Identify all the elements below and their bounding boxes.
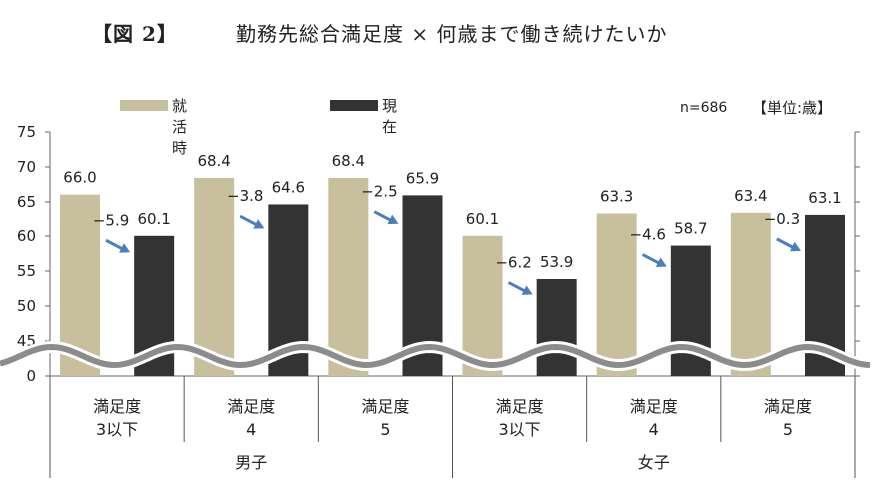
- data-label-genzai: 64.6: [272, 178, 305, 196]
- decrease-arrow-line: [507, 281, 528, 294]
- decrease-arrow-line: [239, 214, 260, 228]
- data-label-shukatsu: 66.0: [63, 169, 96, 187]
- bar-shukatsu: [328, 177, 369, 376]
- category-label-line2: 3以下: [498, 420, 540, 439]
- category-label-line1: 満足度: [227, 397, 275, 416]
- y-tick-label: 0: [26, 367, 36, 385]
- decrease-arrow-head: [790, 241, 801, 252]
- difference-label: −4.6: [630, 226, 666, 244]
- category-label-line1: 満足度: [764, 397, 812, 416]
- y-tick-label: 75: [17, 123, 36, 141]
- decrease-arrow-line: [776, 237, 796, 250]
- chart-title: 【図 2】 勤務先総合満足度 × 何歳まで働き続けたいか: [0, 18, 872, 48]
- unit-note: 【単位:歳】: [752, 99, 833, 117]
- group-label: 女子: [638, 453, 670, 472]
- category-label-line2: 3以下: [96, 420, 138, 439]
- sample-size-note: n=686: [680, 100, 728, 116]
- data-label-shukatsu: 68.4: [332, 152, 365, 170]
- difference-label: −0.3: [764, 210, 800, 228]
- data-label-shukatsu: 68.4: [197, 152, 230, 170]
- decrease-arrow-head: [387, 214, 399, 225]
- decrease-arrow-line: [373, 210, 394, 223]
- data-label-shukatsu: 60.1: [466, 210, 499, 228]
- y-tick-label: 55: [17, 262, 36, 280]
- bar-shukatsu: [194, 177, 235, 376]
- category-label-line1: 満足度: [93, 397, 141, 416]
- data-label-shukatsu: 63.3: [600, 188, 633, 206]
- data-label-shukatsu: 63.4: [734, 187, 767, 205]
- data-label-genzai: 65.9: [406, 169, 439, 187]
- difference-label: −3.8: [227, 187, 263, 205]
- bar-shukatsu: [462, 235, 503, 376]
- decrease-arrow-head: [119, 243, 131, 253]
- data-label-genzai: 58.7: [674, 220, 707, 238]
- data-label-genzai: 63.1: [808, 189, 841, 207]
- category-label-line1: 満足度: [630, 397, 678, 416]
- y-tick-label: 60: [17, 227, 36, 245]
- bar-shukatsu: [730, 212, 771, 376]
- figure-label: 【図 2】: [92, 22, 178, 46]
- data-label-genzai: 53.9: [540, 253, 573, 271]
- axis-break-wave: [0, 343, 871, 369]
- legend-swatch-shukatsu: [120, 100, 168, 111]
- y-tick-label: 70: [17, 158, 36, 176]
- bar-shukatsu: [596, 213, 637, 376]
- legend-label-shukatsu: 就活時: [172, 97, 188, 157]
- difference-label: −2.5: [361, 183, 397, 201]
- category-label-line2: 5: [783, 420, 793, 439]
- legend-label-genzai: 現在: [382, 97, 398, 136]
- category-label-line1: 満足度: [496, 397, 544, 416]
- data-label-genzai: 60.1: [137, 210, 170, 228]
- difference-label: −5.9: [93, 211, 129, 229]
- bar-genzai: [536, 278, 577, 376]
- group-label: 男子: [235, 453, 267, 472]
- chart-main-title: 勤務先総合満足度 × 何歳まで働き続けたいか: [236, 22, 668, 46]
- category-label-line2: 5: [380, 420, 390, 439]
- decrease-arrow-line: [641, 253, 662, 266]
- difference-label: −6.2: [495, 253, 531, 271]
- category-label-line2: 4: [246, 420, 256, 439]
- decrease-arrow-line: [105, 238, 125, 252]
- category-label-line1: 満足度: [361, 397, 409, 416]
- decrease-arrow-head: [655, 257, 667, 267]
- y-tick-label: 50: [17, 297, 36, 315]
- decrease-arrow-head: [253, 219, 265, 229]
- y-tick-label: 65: [17, 193, 36, 211]
- category-label-line2: 4: [649, 420, 659, 439]
- legend-swatch-genzai: [330, 100, 378, 111]
- decrease-arrow-head: [521, 285, 533, 295]
